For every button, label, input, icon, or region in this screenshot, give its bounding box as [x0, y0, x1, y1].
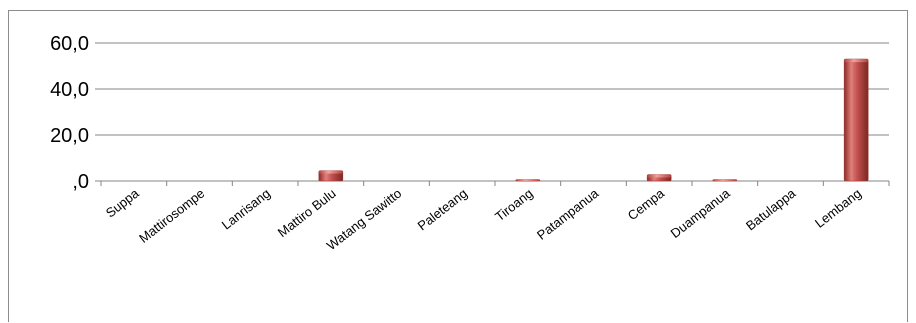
- bar-lembang: [843, 58, 869, 182]
- bar-cap: [647, 174, 672, 178]
- chart-frame: ,0 20,0 40,0 60,0 Suppa Mattirosompe Lanrisan…: [8, 10, 908, 322]
- x-category-label: Paleteang: [415, 186, 470, 234]
- y-tick-label: ,0: [72, 171, 89, 193]
- x-category-label: Duampanua: [668, 185, 734, 241]
- x-category-label: Mattiro Bulu: [275, 186, 339, 241]
- bar-cap: [712, 179, 737, 181]
- y-tick-label: 20,0: [50, 125, 89, 147]
- bar-cap: [515, 179, 540, 181]
- x-category-label: Patampanua: [534, 185, 602, 243]
- y-tick-label: 60,0: [50, 33, 89, 55]
- x-category-label: Cempa: [625, 185, 668, 223]
- x-category-label: Lanrisang: [219, 186, 273, 233]
- x-category-label: Suppa: [103, 185, 142, 220]
- x-category-label: Mattirosompe: [136, 186, 207, 246]
- x-category-label: Tiroang: [492, 186, 536, 225]
- y-tick-label: 40,0: [50, 79, 89, 101]
- bar-cap: [844, 59, 869, 63]
- x-category-label: Lembang: [812, 186, 864, 231]
- bar-cap: [318, 170, 343, 174]
- x-category-label: Batulappa: [743, 185, 799, 233]
